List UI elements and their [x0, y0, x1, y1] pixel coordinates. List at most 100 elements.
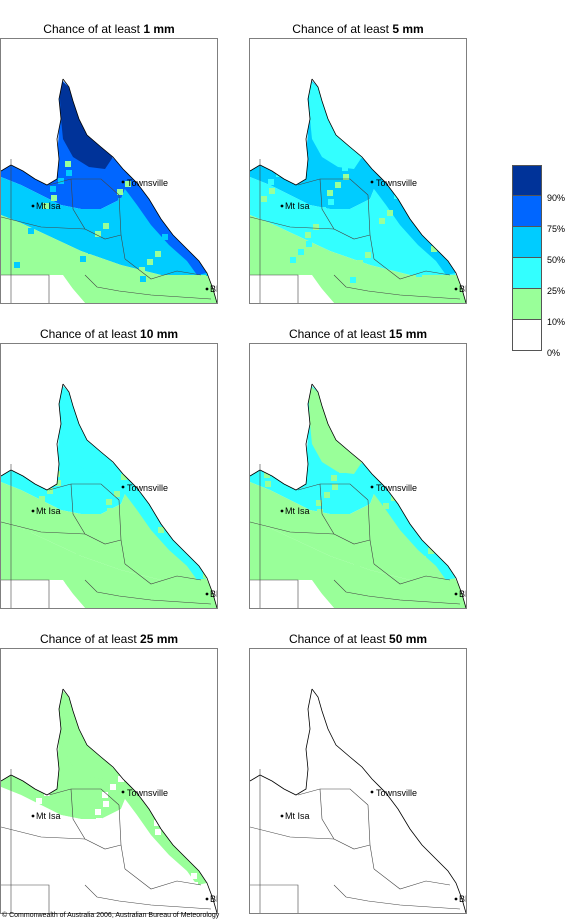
grid-cell [117, 887, 123, 893]
grid-cell [81, 843, 87, 849]
region-border [297, 178, 369, 196]
title-prefix: Chance of at least [292, 22, 393, 36]
grid-cell [409, 866, 415, 872]
grid-cell [154, 242, 160, 248]
region-border [250, 521, 335, 535]
grid-cell [294, 542, 300, 548]
coastline-gulf [250, 78, 313, 186]
label-brisbane: BRIS [210, 284, 217, 294]
coastline-east [62, 78, 217, 303]
grid-cell [21, 245, 27, 251]
region-border [373, 563, 451, 585]
region-border [84, 274, 212, 300]
grid-cell [332, 484, 338, 490]
grid-cell [328, 199, 334, 205]
grid-cell [114, 491, 120, 497]
grid-cell [438, 229, 444, 235]
label-townsville: Townsville [127, 178, 169, 188]
grid-cell [269, 886, 275, 892]
grid-cell [110, 784, 116, 790]
grid-cell [169, 795, 175, 801]
grid-cell [313, 224, 319, 230]
title-amount: 50 mm [389, 632, 428, 646]
zone-cape [308, 384, 362, 474]
grid-cell [99, 516, 105, 522]
brisbane-dot [205, 897, 209, 901]
zone-south [1, 825, 217, 913]
region-border [1, 521, 86, 535]
grid-cell [173, 502, 179, 508]
region-border [367, 499, 375, 565]
legend-swatch-25 [512, 258, 542, 289]
grid-cell [158, 527, 164, 533]
grid-cell [36, 220, 42, 226]
panel-title: Chance of at least 25 mm [0, 628, 218, 650]
grid-cell [132, 164, 138, 170]
grid-cell [199, 167, 205, 173]
rainfall-map: Townsville Mt Isa BRIS [0, 38, 218, 304]
grid-cell [40, 505, 46, 511]
grid-cell [342, 165, 348, 171]
coastline-east [311, 688, 466, 913]
grid-cell [77, 558, 83, 564]
legend-label-25: 25% [547, 286, 566, 296]
grid-cell [350, 855, 356, 861]
grid-cell [139, 267, 145, 273]
brisbane-dot [454, 592, 458, 596]
grid-cell [128, 577, 134, 583]
coastline-east [62, 383, 217, 608]
region-border [124, 868, 202, 890]
rainfall-probability-fill [250, 79, 466, 303]
panel-title: Chance of at least 10 mm [0, 323, 218, 345]
grid-cell [387, 210, 393, 216]
grid-cell [176, 200, 182, 206]
townsville-dot [121, 485, 125, 489]
region-border [1, 826, 86, 840]
grid-cell [454, 213, 460, 219]
grid-cell [276, 869, 282, 875]
region-border [84, 884, 212, 910]
legend-swatch-0 [512, 320, 542, 351]
coastline-gulf [250, 688, 313, 796]
map-svg [250, 78, 466, 303]
grid-cell [416, 849, 422, 855]
grid-cell [106, 499, 112, 505]
rainfall-probability-fill [250, 689, 466, 913]
grid-cell [162, 812, 168, 818]
grid-cell [446, 799, 452, 805]
brisbane-dot [205, 592, 209, 596]
grid-cell [125, 879, 131, 885]
grid-cell [354, 562, 360, 568]
grid-cell [312, 215, 318, 221]
grid-cell [73, 273, 79, 279]
townsville-dot [370, 485, 374, 489]
label-townsville: Townsville [127, 483, 169, 493]
grid-cell [264, 472, 270, 478]
grid-cell [431, 246, 437, 252]
grid-cell [353, 553, 359, 559]
grid-cell [177, 209, 183, 215]
grid-cell [92, 533, 98, 539]
townsville-dot [370, 790, 374, 794]
grid-cell [298, 827, 304, 833]
region-border [333, 274, 461, 300]
grid-cell [192, 184, 198, 190]
legend-swatch-50 [512, 227, 542, 258]
grid-cell [287, 559, 293, 565]
label-mt-isa: Mt Isa [285, 506, 310, 516]
grid-cell [279, 567, 285, 573]
grid-cell [118, 198, 124, 204]
legend-swatch-75 [512, 196, 542, 227]
grid-cell [58, 178, 64, 184]
grid-cell [50, 186, 56, 192]
grid-cell [290, 835, 296, 841]
label-brisbane: BRIS [459, 589, 466, 599]
grid-cell [416, 271, 422, 277]
grid-cell [364, 821, 370, 827]
brisbane-dot [454, 287, 458, 291]
grid-cell [29, 237, 35, 243]
grid-cell [380, 805, 386, 811]
grid-cell [88, 248, 94, 254]
grid-cell [102, 792, 108, 798]
grid-cell [369, 537, 375, 543]
